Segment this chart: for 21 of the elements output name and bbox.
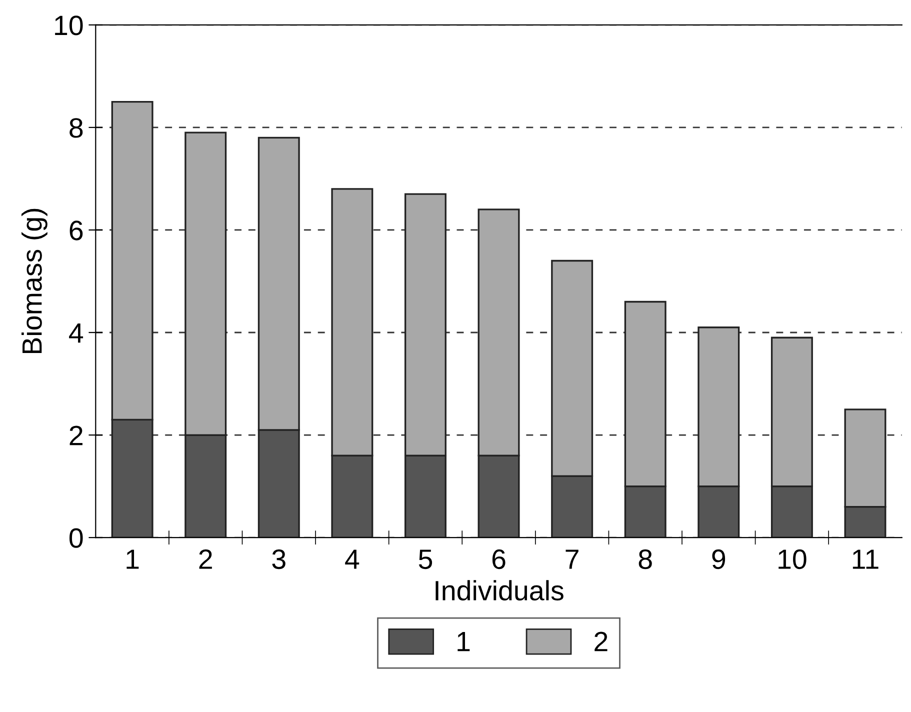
x-tick-label: 4 — [345, 550, 360, 569]
x-tick-label: 11 — [852, 550, 878, 569]
legend-label: 1 — [458, 632, 470, 652]
x-tick-label: 10 — [778, 549, 806, 570]
y-tick-label: 8 — [70, 118, 83, 138]
y-axis-title: Biomass (g) — [22, 208, 48, 354]
x-tick-label: 8 — [638, 549, 652, 570]
x-tick-label: 9 — [712, 549, 726, 570]
x-tick-label: 1 — [126, 550, 139, 569]
x-tick-label: 3 — [272, 549, 286, 570]
y-tick-label: 4 — [69, 323, 84, 343]
x-tick-label: 6 — [492, 549, 506, 570]
x-tick-label: 2 — [199, 549, 212, 569]
y-tick-label: 6 — [70, 220, 83, 240]
x-tick-label: 5 — [418, 550, 432, 570]
y-tick-label: 2 — [70, 426, 82, 446]
y-tick-label: 0 — [69, 528, 83, 548]
y-tick-label: 10 — [55, 16, 83, 36]
x-axis-title: Individuals — [436, 580, 564, 601]
x-tick-label: 7 — [566, 550, 578, 569]
legend-label: 2 — [594, 632, 608, 652]
